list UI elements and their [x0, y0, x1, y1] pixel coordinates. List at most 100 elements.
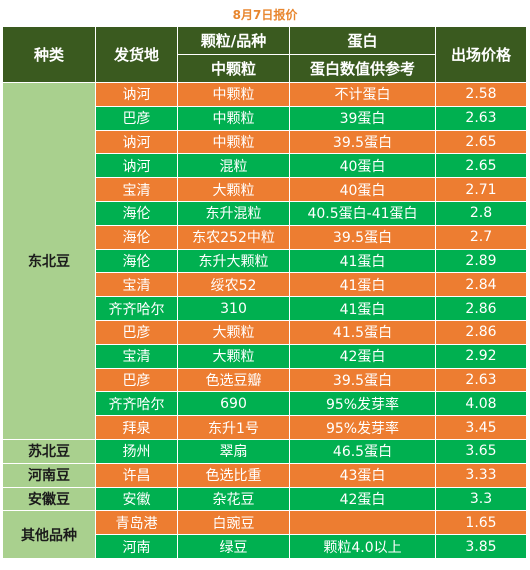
protein-cell: 39.5蛋白 — [289, 367, 436, 393]
protein-cell: 不计蛋白 — [289, 82, 436, 107]
table-row: 齐齐哈尔 690 95%发芽率 4.08 — [3, 391, 527, 417]
price-cell: 2.86 — [435, 296, 527, 321]
price-cell: 3.45 — [435, 415, 527, 440]
grain-cell: 白豌豆 — [177, 510, 290, 536]
grain-cell: 杂花豆 — [177, 486, 290, 512]
grain-cell: 色选比重 — [177, 462, 290, 488]
table-row: 巴彦 色选豆瓣 39.5蛋白 2.63 — [3, 367, 527, 393]
origin-cell: 宝清 — [95, 343, 178, 369]
table-row: 苏北豆 扬州 翠扇 46.5蛋白 3.65 — [2, 438, 527, 464]
page-title: 8月7日报价 — [232, 8, 298, 22]
origin-cell: 海伦 — [95, 248, 178, 274]
table-row: 宝清 绥农52 41蛋白 2.84 — [3, 272, 527, 298]
origin-cell: 齐齐哈尔 — [95, 296, 178, 321]
header-category: 种类 — [2, 26, 96, 83]
protein-cell: 40蛋白 — [289, 153, 436, 179]
origin-cell: 宝清 — [95, 272, 178, 298]
protein-cell: 42蛋白 — [289, 486, 436, 512]
grain-cell: 中颗粒 — [177, 105, 290, 131]
grain-cell: 大颗粒 — [177, 343, 290, 369]
category-cell: 其他品种 — [2, 510, 96, 559]
header-grain: 颗粒/品种 — [177, 26, 290, 55]
origin-cell: 安徽 — [95, 486, 178, 512]
table-row: 河南 绿豆 颗粒4.0以上 3.85 — [3, 534, 527, 559]
table-row: 其他品种 青岛港 白豌豆 1.65 — [2, 510, 527, 559]
origin-cell: 青岛港 — [95, 510, 178, 536]
table-row: 拜泉 东升1号 95%发芽率 3.45 — [3, 415, 527, 440]
protein-cell: 41蛋白 — [289, 296, 436, 321]
protein-cell — [289, 510, 436, 536]
header-origin: 发货地 — [95, 26, 178, 83]
table-row: 巴彦 大颗粒 41.5蛋白 2.86 — [3, 319, 527, 345]
price-cell: 3.3 — [435, 486, 527, 512]
origin-cell: 讷河 — [95, 82, 178, 107]
price-cell: 2.84 — [435, 272, 527, 298]
grain-cell: 东升1号 — [177, 415, 290, 440]
table-row: 巴彦 中颗粒 39蛋白 2.63 — [3, 105, 527, 131]
grain-cell: 东升混粒 — [177, 200, 290, 226]
origin-cell: 巴彦 — [95, 105, 178, 131]
header-grain-sub: 中颗粒 — [177, 54, 290, 83]
price-cell: 1.65 — [435, 510, 527, 536]
price-cell: 2.8 — [435, 200, 527, 226]
grain-cell: 690 — [177, 391, 290, 417]
category-cell: 河南豆 — [2, 462, 96, 488]
table-row: 河南豆 许昌 色选比重 43蛋白 3.33 — [2, 462, 527, 488]
grain-cell: 色选豆瓣 — [177, 367, 290, 393]
table-row: 讷河 混粒 40蛋白 2.65 — [3, 153, 527, 179]
grain-cell: 混粒 — [177, 153, 290, 179]
protein-cell: 95%发芽率 — [289, 415, 436, 440]
protein-cell: 40蛋白 — [289, 177, 436, 202]
protein-cell: 43蛋白 — [289, 462, 436, 488]
grain-cell: 中颗粒 — [177, 82, 290, 107]
price-cell: 2.7 — [435, 224, 527, 250]
price-cell: 2.92 — [435, 343, 527, 369]
price-cell: 4.08 — [435, 391, 527, 417]
price-table: 种类 发货地 颗粒/品种 蛋白 出场价格 中颗粒 蛋白数值供参考 东北豆 讷河 中颗… — [2, 26, 527, 559]
price-cell: 3.65 — [435, 438, 527, 464]
grain-cell: 东农252中粒 — [177, 224, 290, 250]
table-row: 海伦 东升大颗粒 41蛋白 2.89 — [3, 248, 527, 274]
origin-cell: 巴彦 — [95, 367, 178, 393]
protein-cell: 40.5蛋白-41蛋白 — [289, 200, 436, 226]
header-protein: 蛋白 — [289, 26, 436, 55]
table-row: 海伦 东升混粒 40.5蛋白-41蛋白 2.8 — [3, 200, 527, 226]
price-cell: 2.65 — [435, 153, 527, 179]
protein-cell: 39.5蛋白 — [289, 224, 436, 250]
table-row: 宝清 大颗粒 42蛋白 2.92 — [3, 343, 527, 369]
protein-cell: 41蛋白 — [289, 248, 436, 274]
grain-cell: 大颗粒 — [177, 177, 290, 202]
protein-cell: 42蛋白 — [289, 343, 436, 369]
table-row: 海伦 东农252中粒 39.5蛋白 2.7 — [3, 224, 527, 250]
protein-cell: 46.5蛋白 — [289, 438, 436, 464]
table-row: 宝清 大颗粒 40蛋白 2.71 — [3, 177, 527, 202]
protein-cell: 颗粒4.0以上 — [289, 534, 436, 559]
grain-cell: 东升大颗粒 — [177, 248, 290, 274]
protein-cell: 39蛋白 — [289, 105, 436, 131]
price-cell: 2.86 — [435, 319, 527, 345]
origin-cell: 海伦 — [95, 200, 178, 226]
grain-cell: 大颗粒 — [177, 319, 290, 345]
price-cell: 2.71 — [435, 177, 527, 202]
grain-cell: 绥农52 — [177, 272, 290, 298]
header-price: 出场价格 — [435, 26, 527, 83]
protein-cell: 41蛋白 — [289, 272, 436, 298]
origin-cell: 海伦 — [95, 224, 178, 250]
origin-cell: 拜泉 — [95, 415, 178, 440]
grain-cell: 310 — [177, 296, 290, 321]
price-cell: 2.63 — [435, 105, 527, 131]
protein-cell: 39.5蛋白 — [289, 129, 436, 155]
price-cell: 2.65 — [435, 129, 527, 155]
origin-cell: 许昌 — [95, 462, 178, 488]
price-cell: 2.58 — [435, 82, 527, 107]
price-cell: 3.85 — [435, 534, 527, 559]
origin-cell: 巴彦 — [95, 319, 178, 345]
table-row: 东北豆 讷河 中颗粒 不计蛋白 2.58 — [2, 82, 527, 440]
price-cell: 2.63 — [435, 367, 527, 393]
origin-cell: 河南 — [95, 534, 178, 559]
grain-cell: 绿豆 — [177, 534, 290, 559]
category-cell: 苏北豆 — [2, 438, 96, 464]
price-cell: 2.89 — [435, 248, 527, 274]
table-row: 安徽豆 安徽 杂花豆 42蛋白 3.3 — [2, 486, 527, 512]
category-cell: 安徽豆 — [2, 486, 96, 512]
